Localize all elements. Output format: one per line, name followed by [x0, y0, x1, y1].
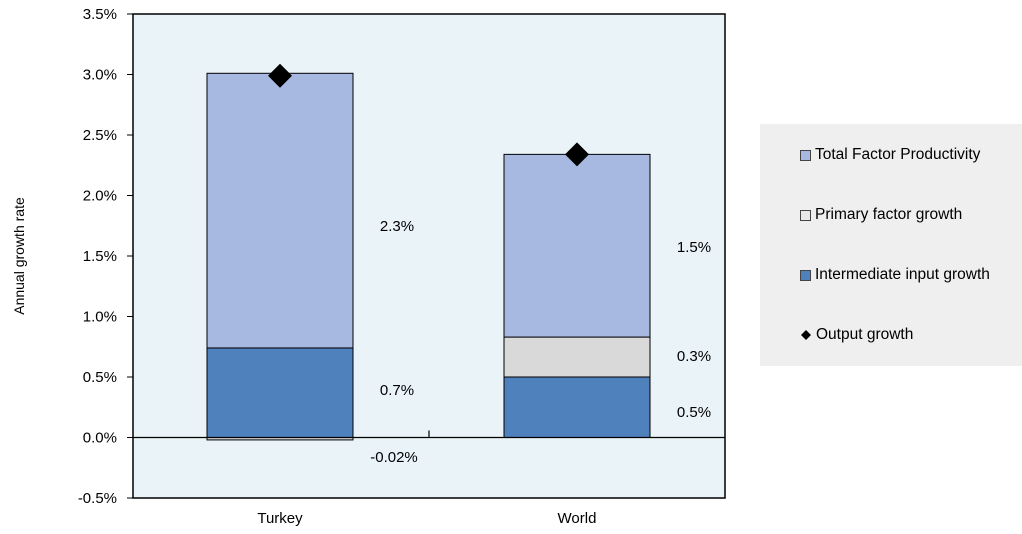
data-label: 2.3%	[380, 218, 414, 235]
y-tick-label: 1.0%	[83, 309, 117, 326]
bars	[206, 72, 651, 441]
bar-world-total-factor-productivity	[503, 153, 651, 338]
legend-item-tfp: Total Factor Productivity	[800, 140, 1022, 170]
legend-item-output-growth: Output growth	[800, 320, 1022, 350]
legend: Total Factor Productivity Primary factor…	[760, 124, 1022, 366]
data-label: 1.5%	[677, 239, 711, 256]
bar-world-intermediate-input-growth	[503, 376, 651, 438]
x-category-label: World	[558, 510, 597, 527]
plot-frame	[132, 13, 726, 499]
legend-label-tfp: Total Factor Productivity	[815, 146, 981, 163]
legend-label-output-growth: Output growth	[816, 326, 914, 343]
y-tick-label: -0.5%	[78, 490, 117, 507]
output-growth-marker	[565, 142, 589, 167]
legend-swatch-tfp	[800, 149, 811, 161]
data-label: 0.5%	[677, 404, 711, 421]
bar-world-primary-factor-growth	[503, 336, 651, 378]
legend-label-intermediate-input: Intermediate input growth	[815, 266, 990, 283]
y-tick-label: 0.0%	[83, 430, 117, 447]
y-tick-label: 2.0%	[83, 188, 117, 205]
data-label: 0.7%	[380, 382, 414, 399]
bar-turkey-intermediate-input-growth	[206, 347, 354, 438]
x-axis-categories: Turkey World	[257, 510, 596, 527]
x-category-label: Turkey	[257, 510, 303, 527]
diamond-icon	[801, 330, 811, 340]
y-axis-label: Annual growth rate	[11, 197, 27, 315]
data-label: -0.02%	[370, 449, 418, 466]
chart: Annual growth rate -0.5% 0.0% 0.5% 1.0% 1.5%…	[11, 6, 726, 527]
y-tick-label: 2.5%	[83, 127, 117, 144]
legend-item-primary-factor: Primary factor growth	[800, 200, 1022, 230]
output-growth-marker	[268, 63, 292, 88]
bar-turkey-total-factor-productivity	[206, 72, 354, 349]
y-tick-label: 3.5%	[83, 6, 117, 23]
legend-item-intermediate-input: Intermediate input growth	[800, 260, 1022, 290]
y-tick-label: 3.0%	[83, 67, 117, 84]
output-growth-markers	[268, 63, 589, 167]
data-labels: 2.3% 0.7% -0.02% 1.5% 0.3% 0.5%	[370, 218, 711, 466]
y-axis-ticks: -0.5% 0.0% 0.5% 1.0% 1.5% 2.0% 2.5% 3.0% 3.5%	[78, 6, 133, 507]
legend-swatch-intermediate-input	[800, 269, 811, 281]
legend-label-primary-factor: Primary factor growth	[815, 206, 963, 223]
y-tick-label: 1.5%	[83, 248, 117, 265]
zero-line-group	[133, 430, 725, 439]
legend-swatch-primary-factor	[800, 209, 811, 221]
data-label: 0.3%	[677, 348, 711, 365]
y-tick-label: 0.5%	[83, 369, 117, 386]
